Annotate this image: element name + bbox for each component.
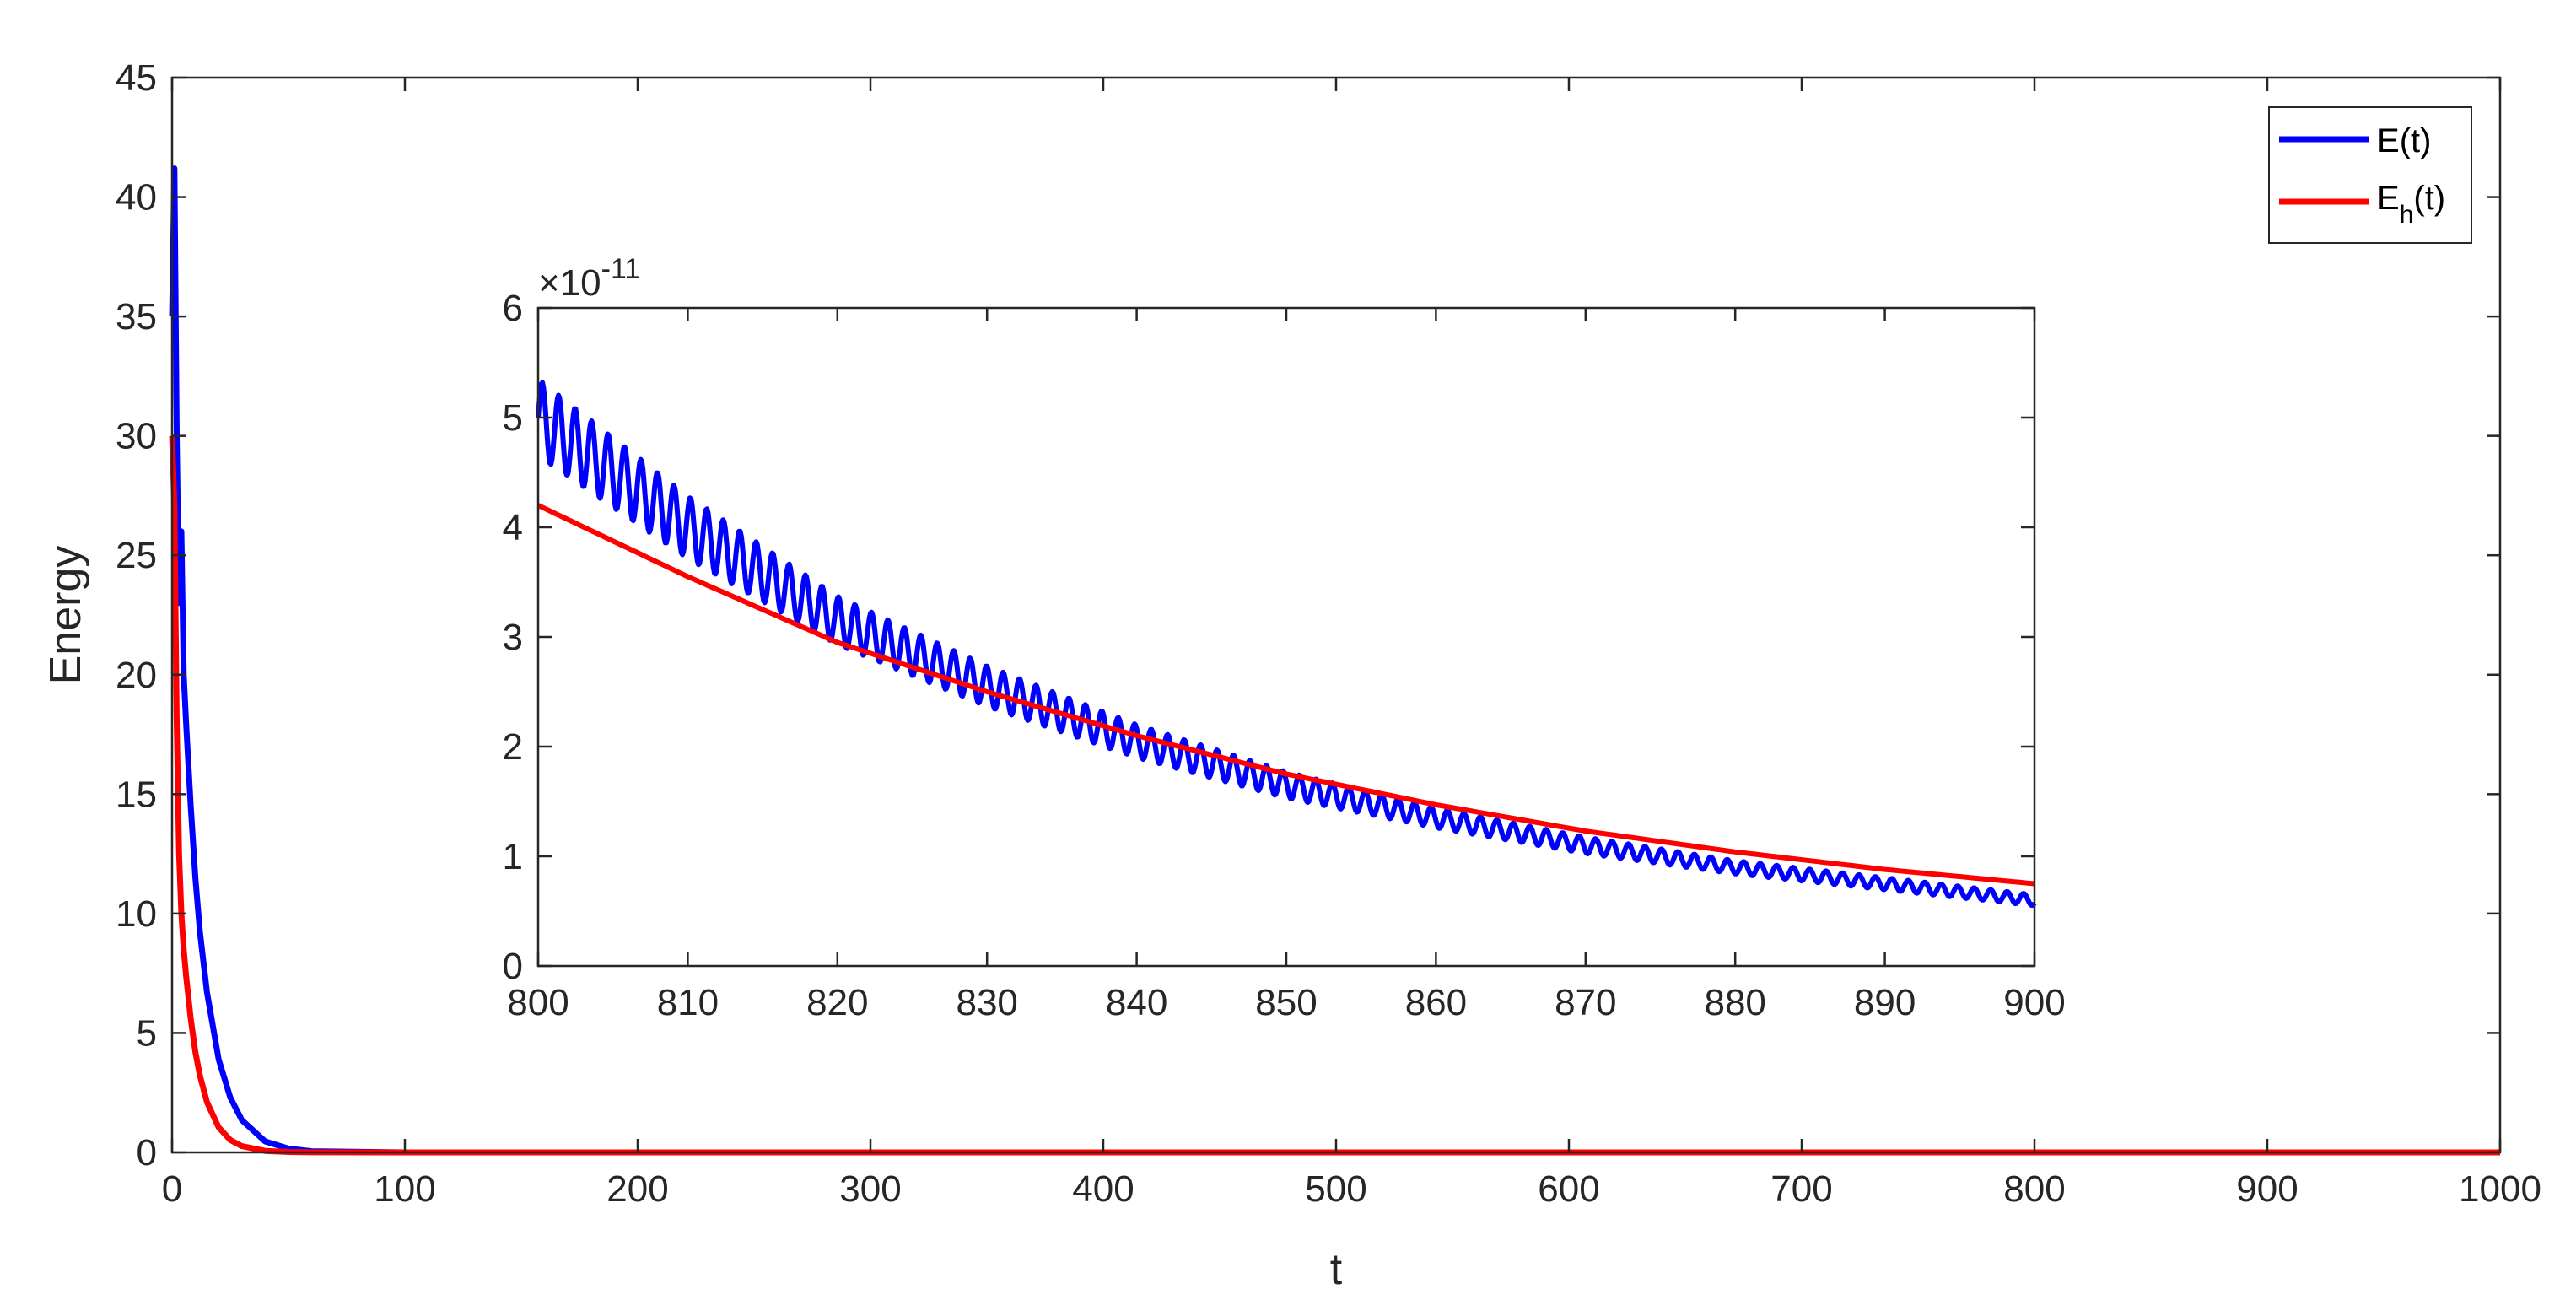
- inset-x-tick-label: 880: [1704, 982, 1765, 1023]
- inset-y-tick-label: 3: [503, 617, 523, 658]
- inset-y-exponent: ×10-11: [538, 253, 640, 304]
- main-x-tick-label: 500: [1305, 1168, 1366, 1210]
- main-x-tick-label: 100: [374, 1168, 435, 1210]
- main-x-tick-label: 600: [1538, 1168, 1599, 1210]
- inset-y-tick-label: 1: [503, 836, 523, 877]
- inset-y-tick-label: 2: [503, 726, 523, 768]
- inset-y-tick-label: 5: [503, 397, 523, 439]
- legend-label-eh: Eh(t): [2377, 180, 2445, 229]
- inset-y-tick-label: 0: [503, 946, 523, 987]
- main-y-tick-label: 35: [116, 296, 157, 337]
- inset-x-tick-label: 810: [657, 982, 719, 1023]
- inset-series-layer: [536, 380, 2037, 909]
- inset-x-tick-label: 840: [1106, 982, 1167, 1023]
- main-y-tick-label: 30: [116, 416, 157, 457]
- main-y-axis-label: Energy: [41, 546, 90, 685]
- main-x-tick-label: 900: [2236, 1168, 2298, 1210]
- main-y-tick-label: 10: [116, 893, 157, 935]
- inset-y-exponent-base: ×10: [538, 262, 601, 304]
- inset-x-tick-label: 900: [2003, 982, 2065, 1023]
- legend-label-eh-subscript: h: [2400, 201, 2414, 229]
- main-x-tick-label: 700: [1770, 1168, 1832, 1210]
- legend-box: [2268, 106, 2472, 244]
- inset-y-tick-label: 6: [503, 288, 523, 329]
- inset-x-tick-label: 850: [1255, 982, 1317, 1023]
- legend: E(t) Eh(t): [2268, 106, 2472, 244]
- inset-plot: 800 810 820 830 840 850 860 870 880 890 900 0 1 2 3 4 5 6…: [503, 253, 2066, 1023]
- main-y-tick-label: 40: [116, 177, 157, 218]
- inset-x-tick-label: 800: [507, 982, 569, 1023]
- main-y-tick-label: 20: [116, 655, 157, 696]
- legend-label-eh-suffix: (t): [2413, 180, 2445, 217]
- main-x-tick-label: 0: [162, 1168, 182, 1210]
- inset-series-line-eh: [536, 503, 2035, 887]
- inset-x-tick-label: 870: [1555, 982, 1616, 1023]
- legend-label-e-base: E: [2377, 122, 2400, 159]
- main-x-tick-label: 400: [1072, 1168, 1134, 1210]
- inset-x-tick-label: 860: [1405, 982, 1467, 1023]
- inset-x-tick-label: 830: [956, 982, 1017, 1023]
- legend-label-e-suffix: (t): [2400, 122, 2432, 159]
- main-y-tick-label: 25: [116, 535, 157, 576]
- main-y-tick-label: 0: [137, 1132, 157, 1173]
- legend-label-eh-base: E: [2377, 180, 2400, 217]
- main-x-tick-label: 800: [2003, 1168, 2065, 1210]
- inset-ticks: 800 810 820 830 840 850 860 870 880 890 900 0 1 2 3 4 5 6: [503, 288, 2066, 1023]
- inset-y-exponent-power: -11: [601, 253, 641, 285]
- main-x-tick-label: 200: [606, 1168, 668, 1210]
- main-x-tick-label: 1000: [2459, 1168, 2541, 1210]
- main-ticks: 0 100 200 300 400 500 600 700 800 900 100005101520…: [116, 57, 2541, 1210]
- main-y-tick-label: 5: [137, 1012, 157, 1054]
- legend-label-e: E(t): [2377, 122, 2431, 159]
- inset-y-tick-label: 4: [503, 507, 523, 548]
- main-x-tick-label: 300: [839, 1168, 901, 1210]
- inset-x-tick-label: 820: [806, 982, 868, 1023]
- inset-series-line-e: [536, 380, 2037, 909]
- main-x-axis-label: t: [1330, 1245, 1343, 1294]
- main-plot: 0 100 200 300 400 500 600 700 800 900 100005101520…: [41, 57, 2541, 1294]
- main-y-tick-label: 45: [116, 57, 157, 99]
- main-y-tick-label: 15: [116, 774, 157, 815]
- inset-x-tick-label: 890: [1854, 982, 1916, 1023]
